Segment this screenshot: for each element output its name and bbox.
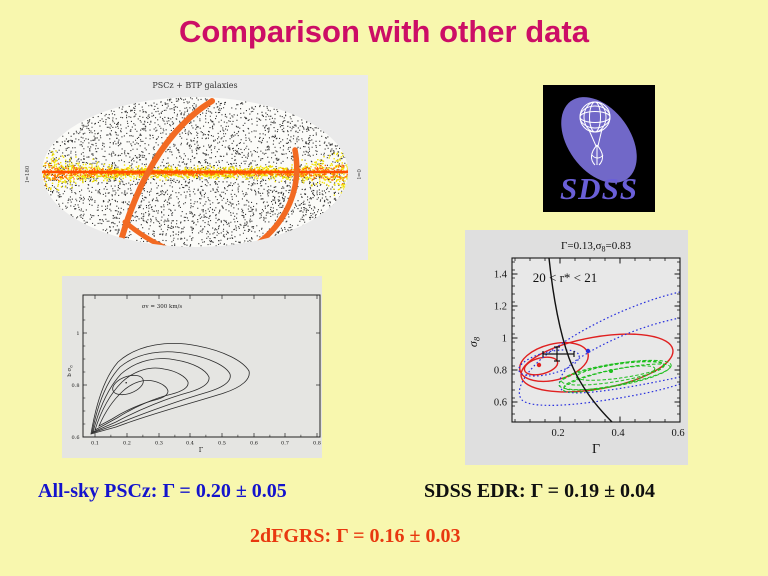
svg-text:0.8: 0.8 xyxy=(313,441,321,447)
sdss-plot-svg: 0.2 0.4 0.6 1.4 1.2 1 0.8 0.6 Γ=0.13,σ8=0.83 20… xyxy=(466,240,685,457)
svg-text:0.7: 0.7 xyxy=(281,441,289,447)
svg-text:0.8: 0.8 xyxy=(72,383,80,389)
result-2dfgrs: 2dFGRS: Γ = 0.16 ± 0.03 xyxy=(250,525,461,547)
sdss-xlabel: Γ xyxy=(592,442,600,457)
sdss-logo-wireframe-icon xyxy=(579,101,611,166)
svg-text:1: 1 xyxy=(502,334,507,345)
svg-text:1.2: 1.2 xyxy=(494,302,507,313)
page-title: Comparison with other data xyxy=(179,14,589,49)
sdss-plot-area xyxy=(512,258,680,422)
sdss-logo: SDSS xyxy=(543,85,655,212)
pscz-ylabel: b σ8 xyxy=(67,365,74,377)
svg-text:0.6: 0.6 xyxy=(494,398,507,409)
pscz-plot-svg: 0.1 0.2 0.3 0.4 0.5 0.6 0.7 0.8 1 0.8 0.6 σv = 300… xyxy=(67,294,321,454)
svg-text:0.3: 0.3 xyxy=(155,441,163,447)
sdss-contour-figure: 0.2 0.4 0.6 1.4 1.2 1 0.8 0.6 Γ=0.13,σ8=0.83 20… xyxy=(465,230,688,465)
sdss-logo-svg: SDSS xyxy=(560,97,638,206)
pscz-annotation: σv = 300 km/s xyxy=(142,304,183,310)
svg-text:1.4: 1.4 xyxy=(494,270,508,281)
svg-text:0.6: 0.6 xyxy=(671,428,684,439)
svg-text:0.8: 0.8 xyxy=(494,366,507,377)
svg-text:1: 1 xyxy=(76,331,79,337)
svg-text:0.4: 0.4 xyxy=(611,428,625,439)
sky-map-right-label: l=0 xyxy=(357,169,363,179)
result-sdss-edr: SDSS EDR: Γ = 0.19 ± 0.04 xyxy=(424,480,656,502)
sdss-plot-annotation: 20 < r* < 21 xyxy=(533,270,598,285)
pscz-xlabel: Γ xyxy=(199,446,204,454)
svg-text:0.6: 0.6 xyxy=(250,441,258,447)
sky-map-left-label: l=180 xyxy=(25,165,31,182)
svg-text:0.4: 0.4 xyxy=(186,441,194,447)
sdss-plot-title: Γ=0.13,σ8=0.83 xyxy=(561,240,631,254)
sdss-ylabel: σ8 xyxy=(466,336,482,347)
svg-text:0.2: 0.2 xyxy=(551,428,564,439)
sky-map-figure: PSCz + BTP galaxies l=180 l=0 xyxy=(20,75,368,260)
sky-map-title: PSCz + BTP galaxies xyxy=(152,81,237,90)
sky-map-svg: PSCz + BTP galaxies l=180 l=0 xyxy=(25,81,363,247)
sdss-logo-text: SDSS xyxy=(560,171,638,206)
pscz-likelihood-figure: 0.1 0.2 0.3 0.4 0.5 0.6 0.7 0.8 1 0.8 0.6 σv = 300… xyxy=(62,276,322,458)
svg-text:0.2: 0.2 xyxy=(123,441,131,447)
svg-text:0.5: 0.5 xyxy=(218,441,226,447)
result-pscz: All-sky PSCz: Γ = 0.20 ± 0.05 xyxy=(38,480,287,502)
svg-text:0.6: 0.6 xyxy=(72,435,80,441)
svg-text:0.1: 0.1 xyxy=(91,441,99,447)
